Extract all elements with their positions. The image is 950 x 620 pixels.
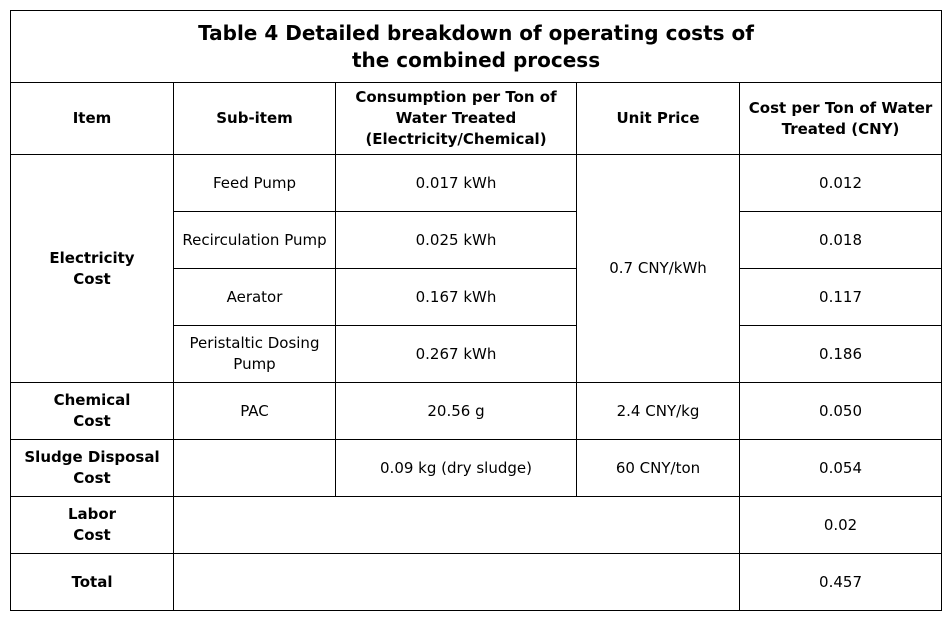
operating-costs-table: Table 4 Detailed breakdown of operating … (9, 10, 943, 611)
cost-cell: 0.117 (738, 268, 943, 326)
cost-cell: 0.050 (738, 382, 943, 440)
consumption-cell: 20.56 g (335, 382, 577, 440)
chemical-item-label: Chemical Cost (10, 382, 174, 440)
table-row: Labor Cost 0.02 (10, 496, 943, 554)
table-row: Chemical Cost PAC 20.56 g 2.4 CNY/kg 0.0… (10, 382, 943, 440)
cost-cell: 0.186 (738, 325, 943, 383)
cost-cell: 0.02 (738, 496, 943, 554)
cost-cell: 0.012 (738, 154, 943, 212)
title-row: Table 4 Detailed breakdown of operating … (9, 10, 943, 83)
consumption-cell: 0.017 kWh (335, 154, 577, 212)
table-row: Electricity Cost Feed Pump 0.017 kWh 0.7… (10, 154, 943, 383)
sub-item-cell: Peristaltic Dosing Pump (173, 325, 336, 383)
unit-price-cell: 60 CNY/ton (576, 439, 740, 497)
header-row: Item Sub-item Consumption per Ton of Wat… (10, 82, 943, 155)
sludge-item-label: Sludge Disposal Cost (10, 439, 174, 497)
sub-item-cell: Feed Pump (173, 154, 336, 212)
cost-cell: 0.054 (738, 439, 943, 497)
consumption-cell: 0.167 kWh (335, 268, 577, 326)
consumption-cell: 0.025 kWh (335, 211, 577, 269)
electricity-unit-price: 0.7 CNY/kWh (576, 154, 740, 383)
table-row: Aerator 0.167 kWh 0.117 (11, 268, 943, 326)
sub-item-cell: PAC (173, 382, 336, 440)
sub-item-cell: Aerator (173, 268, 336, 326)
table-row: Recirculation Pump 0.025 kWh 0.018 (11, 211, 943, 269)
sub-item-cell: Recirculation Pump (173, 211, 336, 269)
total-row: Total 0.457 (10, 553, 943, 611)
table-row: Sludge Disposal Cost 0.09 kg (dry sludge… (10, 439, 943, 497)
labor-item-label: Labor Cost (10, 496, 174, 554)
header-unit-price: Unit Price (576, 82, 740, 155)
empty-merged-cell (173, 553, 740, 611)
unit-price-cell: 2.4 CNY/kg (576, 382, 740, 440)
table-row: Peristaltic Dosing Pump 0.267 kWh 0.186 (11, 325, 943, 383)
total-label: Total (10, 553, 174, 611)
empty-merged-cell (173, 496, 740, 554)
cost-cell: 0.018 (738, 211, 943, 269)
header-sub-item: Sub-item (173, 82, 336, 155)
header-cost: Cost per Ton of Water Treated (CNY) (738, 82, 943, 155)
consumption-cell: 0.09 kg (dry sludge) (335, 439, 577, 497)
table-title: Table 4 Detailed breakdown of operating … (9, 10, 943, 83)
header-item: Item (10, 82, 174, 155)
sub-item-cell (173, 439, 336, 497)
consumption-cell: 0.267 kWh (335, 325, 577, 383)
header-consumption: Consumption per Ton of Water Treated (El… (335, 82, 577, 155)
electricity-item-label: Electricity Cost (10, 154, 174, 383)
total-cost-cell: 0.457 (738, 553, 943, 611)
